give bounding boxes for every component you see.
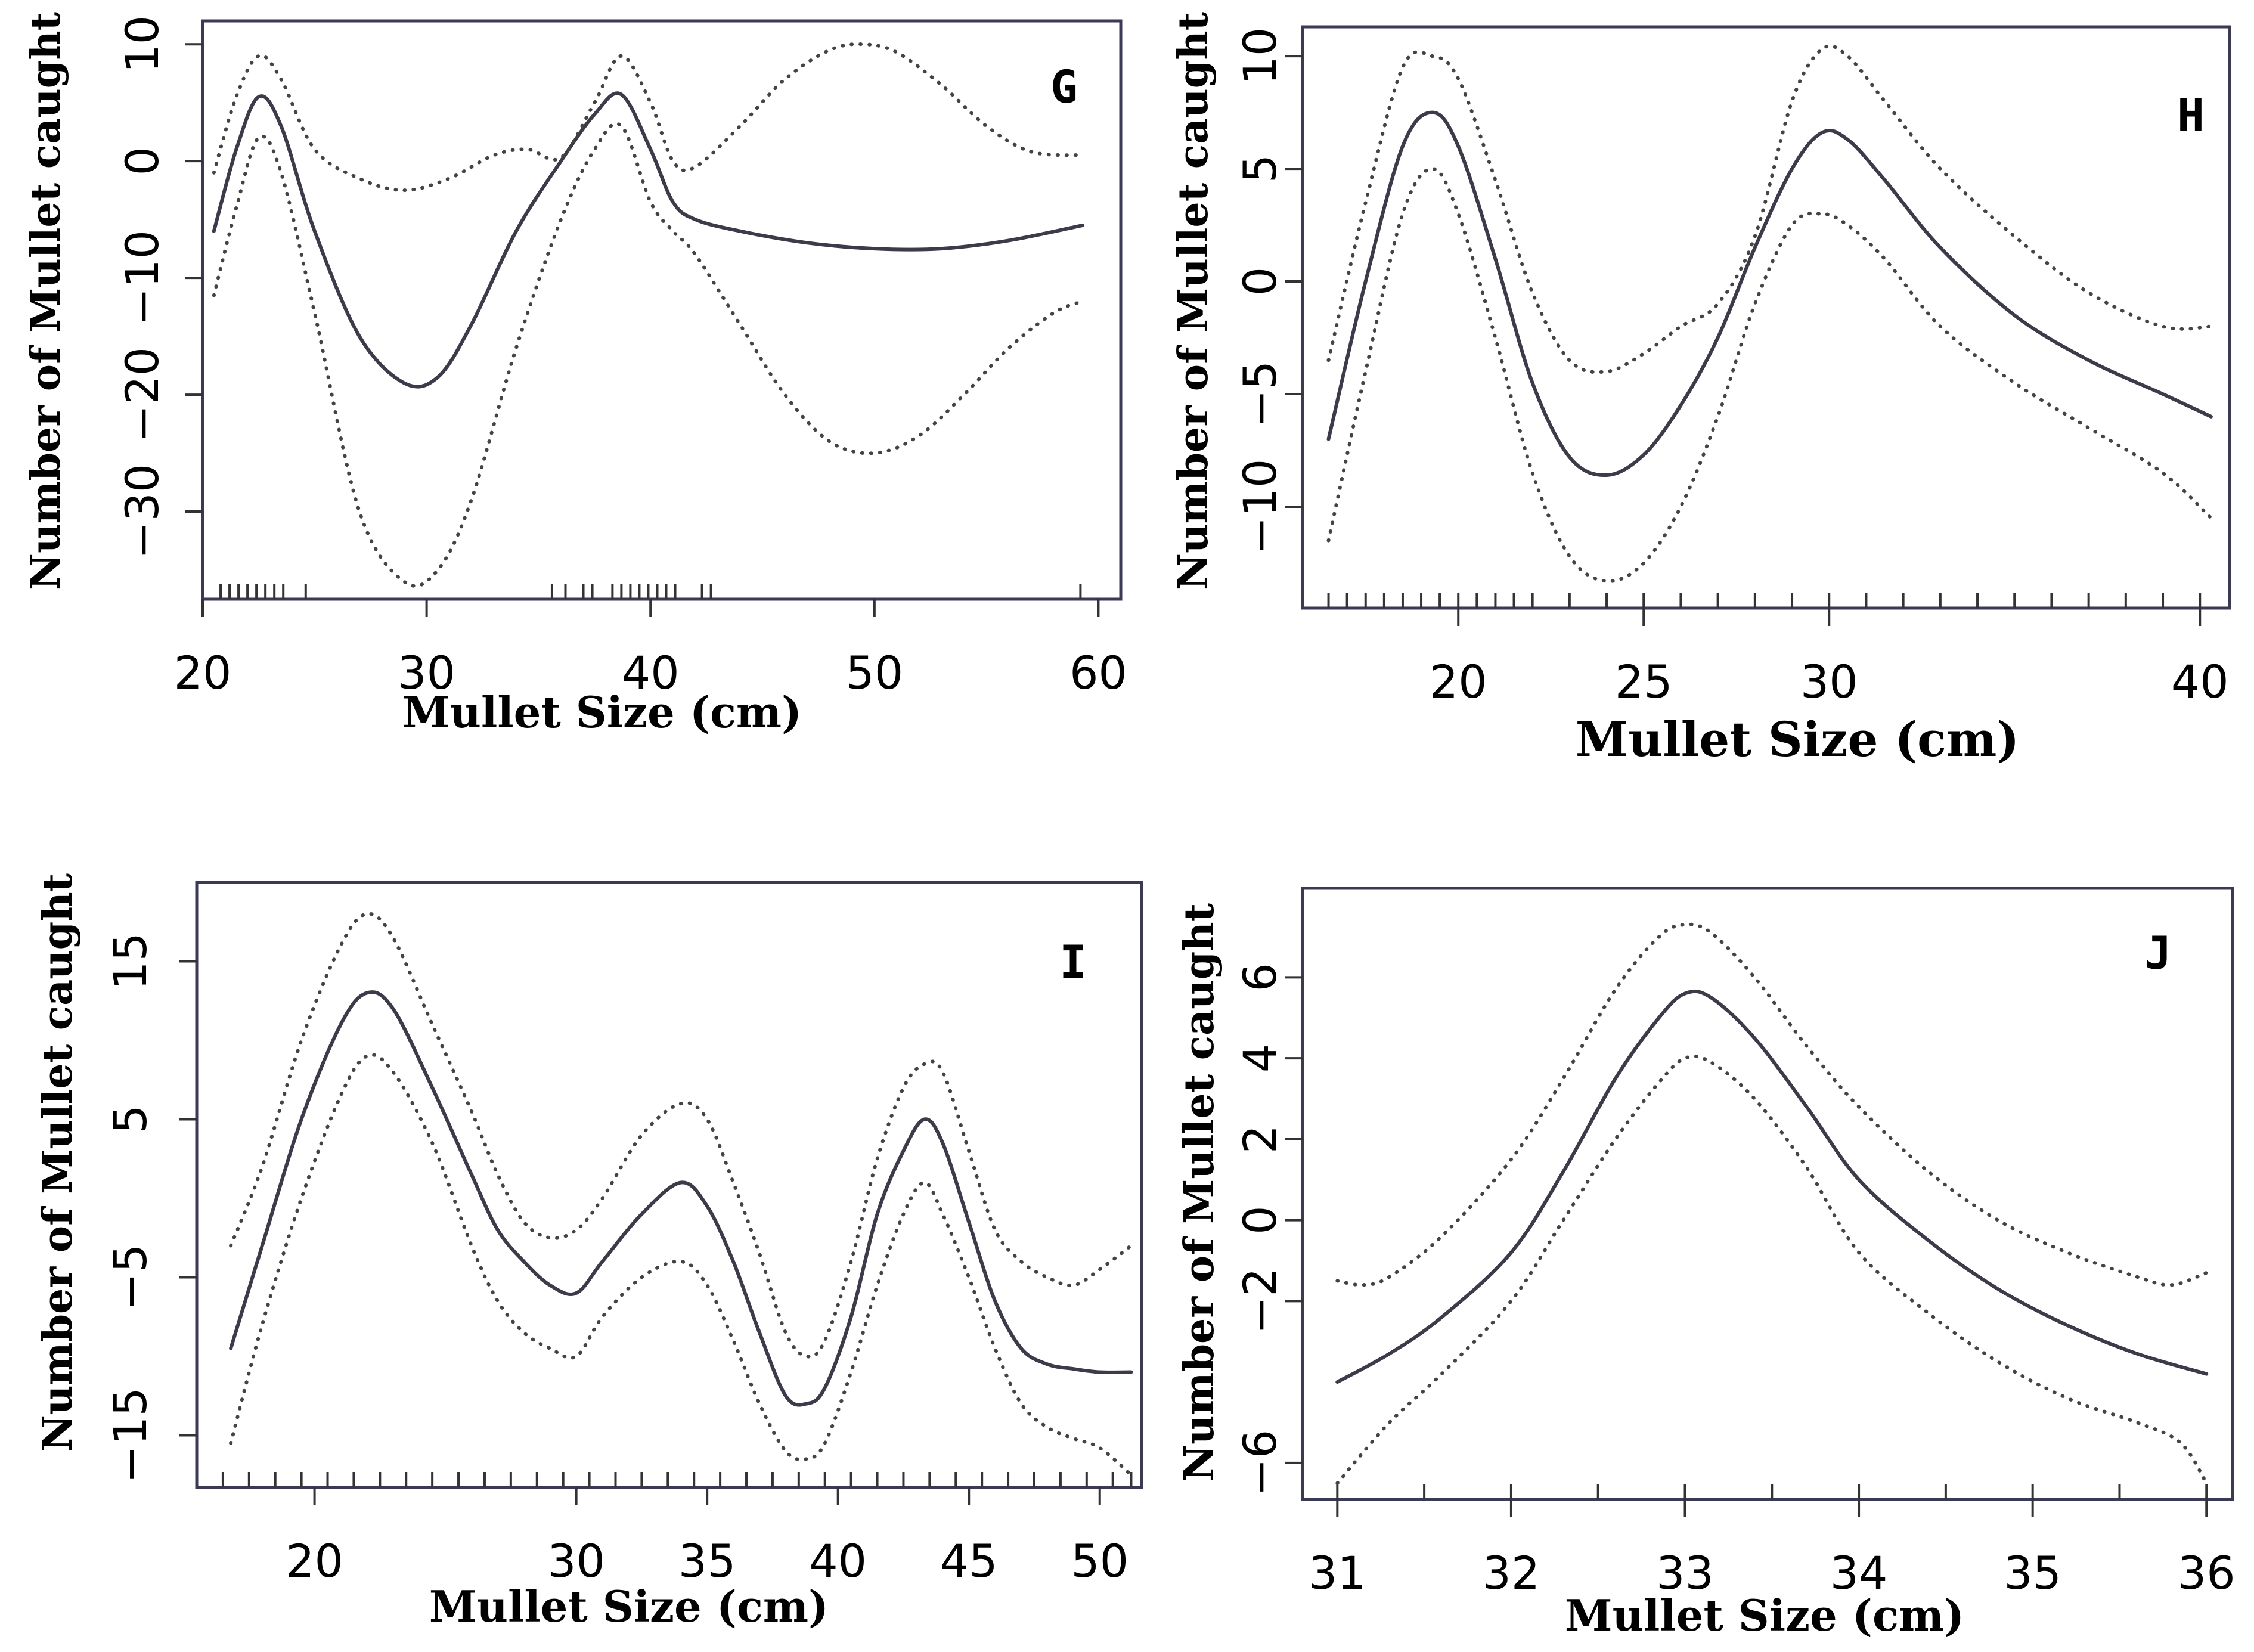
panel-j-marks: 31 32 33 34 35 36 −6 −2 0 2 4 6 <box>1233 922 2236 1600</box>
panel-i-series-lower <box>229 1053 1133 1477</box>
panel-h-series-lower <box>1326 167 2213 583</box>
panel-j-ytick-label-0: −6 <box>1233 1430 1286 1496</box>
panel-h-xlabel: Mullet Size (cm) <box>1576 711 2020 767</box>
panel-g-series-upper <box>212 42 1085 193</box>
panel-g-series-lower <box>212 122 1085 588</box>
panel-g-frame <box>201 19 1123 601</box>
panel-h-frame <box>1301 25 2231 610</box>
panel-g-series-fit <box>212 91 1085 389</box>
panel-g-xtick-label-0: 20 <box>174 646 232 699</box>
panel-i-series-fit <box>229 990 1133 1407</box>
panel-g-ylabel: Number of Mullet caught <box>22 11 70 590</box>
panel-j-ytick-label-1: −2 <box>1233 1267 1286 1334</box>
panel-j-xtick-label-3: 34 <box>1830 1546 1888 1600</box>
panel-j-label: J <box>2144 926 2172 980</box>
panel-h-marks: 20 25 30 40 −10 −5 0 5 10 <box>1233 27 2229 708</box>
panel-g-xtick-label-4: 60 <box>1069 646 1127 699</box>
panel-g-marks: 20 30 40 50 60 −30 −20 −10 0 10 <box>116 16 1127 699</box>
panel-j-series-fit <box>1335 989 2209 1384</box>
panel-i-label: I <box>1059 935 1087 988</box>
panel-g: 20 30 40 50 60 −30 −20 −10 0 10 G Mullet Size (cm… <box>22 11 1127 737</box>
panel-j-ytick-label-2: 0 <box>1233 1205 1286 1234</box>
panel-i-marks: 20 30 35 40 45 50 −15 −5 5 15 <box>104 912 1133 1588</box>
panel-i-xlabel: Mullet Size (cm) <box>429 1581 829 1632</box>
panel-i-xtick-label-2: 35 <box>678 1535 736 1588</box>
panel-g-xtick-label-1: 30 <box>398 646 455 699</box>
panel-i-ytick-label-1: −5 <box>104 1244 157 1310</box>
panel-h-ytick-label-1: −5 <box>1233 361 1286 427</box>
panel-j-xtick-label-4: 35 <box>2004 1546 2061 1600</box>
panel-h-xtick-label-1: 25 <box>1615 655 1673 708</box>
panel-g-xtick-label-3: 50 <box>845 646 903 699</box>
panel-h-ytick-label-2: 0 <box>1233 267 1286 296</box>
panel-g-ytick-label-0: −30 <box>116 464 169 559</box>
panel-i-xtick-label-1: 30 <box>547 1535 605 1588</box>
panel-j-ytick-label-4: 4 <box>1233 1044 1286 1073</box>
panel-h-ytick-label-3: 5 <box>1233 154 1286 183</box>
panel-j-xtick-label-5: 36 <box>2178 1546 2236 1600</box>
panel-j-xtick-label-1: 32 <box>1483 1546 1540 1600</box>
panel-g-label: G <box>1050 60 1078 113</box>
panel-j-series-upper <box>1335 922 2209 1287</box>
panel-h-ytick-label-4: 10 <box>1233 27 1286 85</box>
panel-i-xtick-label-5: 50 <box>1071 1535 1128 1588</box>
panel-g-xtick-label-2: 40 <box>622 646 680 699</box>
panel-i-series-upper <box>229 912 1133 1359</box>
panel-h: 20 25 30 40 −10 −5 0 5 10 H Mullet Size (cm) Num… <box>1170 11 2231 767</box>
panel-i-xtick-label-4: 45 <box>940 1535 998 1588</box>
panel-h-ylabel: Number of Mullet caught <box>1170 11 1217 590</box>
panel-j-ytick-label-3: 2 <box>1233 1125 1286 1154</box>
panel-h-label: H <box>2177 89 2205 142</box>
panel-g-ytick-label-2: −10 <box>116 230 169 326</box>
panel-i-xtick-label-3: 40 <box>809 1535 867 1588</box>
panel-g-ytick-label-1: −20 <box>116 347 169 442</box>
panel-j-ytick-label-5: 6 <box>1233 963 1286 991</box>
panel-i-ytick-label-2: 5 <box>104 1105 157 1133</box>
panel-h-series-upper <box>1326 44 2213 374</box>
panel-j-ylabel: Number of Mullet caught <box>1176 903 1223 1481</box>
panel-h-series-fit <box>1326 110 2213 478</box>
panel-i-xtick-label-0: 20 <box>286 1535 343 1588</box>
panel-i-ylabel: Number of Mullet caught <box>34 873 82 1452</box>
panel-h-ytick-label-0: −10 <box>1233 459 1286 554</box>
panel-j-xlabel: Mullet Size (cm) <box>1565 1590 1964 1641</box>
panel-g-ytick-label-3: 0 <box>116 147 169 175</box>
panel-h-xtick-label-2: 30 <box>1800 655 1858 708</box>
panel-h-xtick-label-0: 20 <box>1430 655 1487 708</box>
panel-g-xlabel: Mullet Size (cm) <box>402 687 802 737</box>
panel-j-xtick-label-0: 31 <box>1309 1546 1366 1600</box>
panel-i-frame <box>195 881 1143 1489</box>
panel-g-ytick-label-4: 10 <box>116 16 169 73</box>
panel-h-xtick-label-3: 40 <box>2171 655 2229 708</box>
panel-i-ytick-label-3: 15 <box>104 932 157 990</box>
panel-j-xtick-label-2: 33 <box>1656 1546 1714 1600</box>
panel-j-frame <box>1301 887 2234 1501</box>
panel-i-ytick-label-0: −15 <box>104 1387 157 1483</box>
panel-j-series-lower <box>1335 1054 2209 1485</box>
